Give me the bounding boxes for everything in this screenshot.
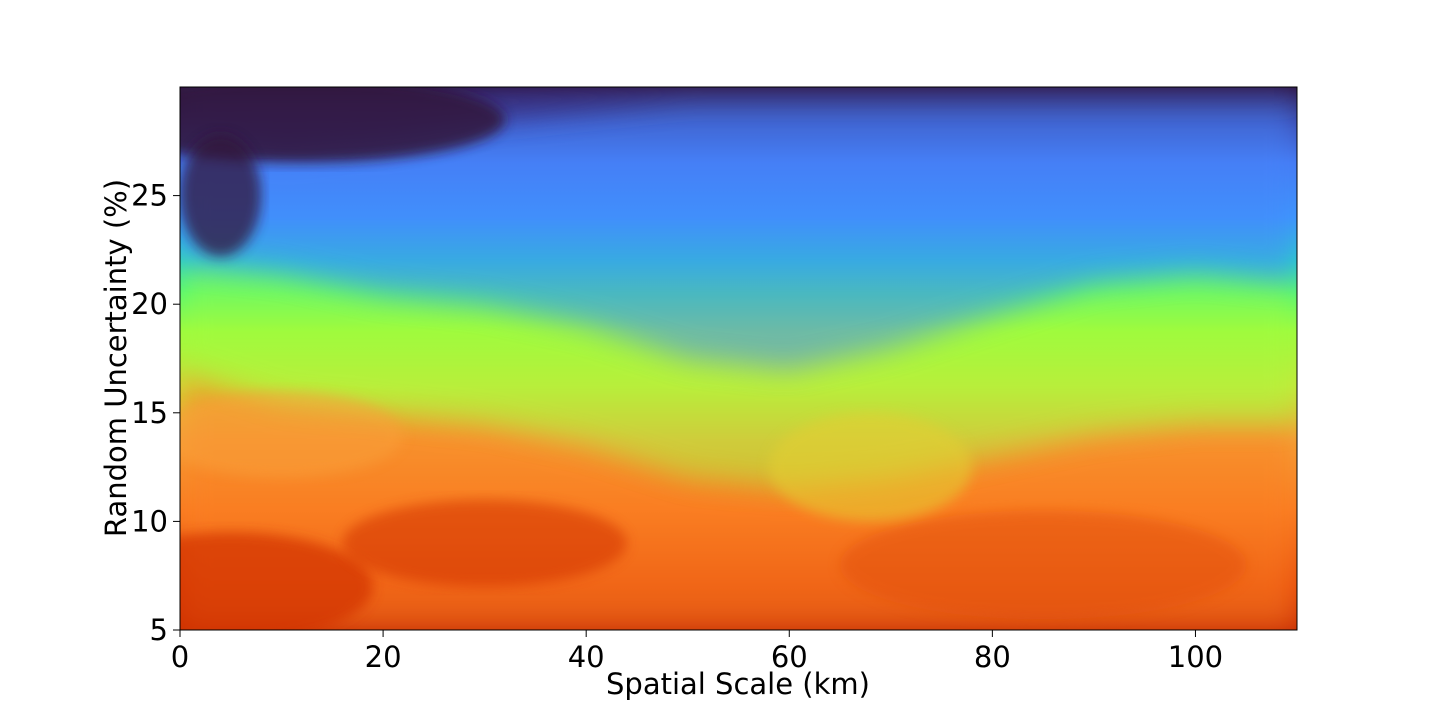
x-tick-label: 0 bbox=[171, 640, 189, 674]
x-tick-label: 20 bbox=[365, 640, 402, 674]
red-patch-left bbox=[180, 532, 373, 630]
red-patch-right bbox=[840, 510, 1247, 620]
y-axis: 5 10 15 20 25 bbox=[131, 179, 180, 647]
orange-patch-left bbox=[180, 391, 404, 478]
red-patch-mid bbox=[342, 499, 627, 587]
y-tick-label: 25 bbox=[131, 179, 168, 213]
yellow-patch-mid bbox=[768, 412, 973, 522]
x-tick-label: 100 bbox=[1168, 640, 1223, 674]
plot-area bbox=[180, 87, 1297, 630]
band-green-region bbox=[180, 260, 1297, 489]
x-tick-label: 60 bbox=[771, 640, 808, 674]
y-tick-label: 10 bbox=[131, 504, 168, 538]
y-tick-label: 15 bbox=[131, 396, 168, 430]
deep-patch-top-left bbox=[180, 87, 505, 164]
y-tick-label: 5 bbox=[150, 613, 168, 647]
band-blue-region bbox=[180, 97, 1297, 370]
x-axis-label: Spatial Scale (km) bbox=[606, 667, 870, 701]
x-tick-label: 80 bbox=[974, 640, 1011, 674]
plot-frame bbox=[179, 86, 1298, 631]
y-axis-label: Random Uncertainty (%) bbox=[99, 179, 133, 537]
x-axis: 0 20 40 60 80 100 bbox=[171, 630, 1223, 674]
deep-patch-top-left-inner bbox=[180, 134, 262, 257]
y-tick-label: 20 bbox=[131, 287, 168, 321]
heatmap-bands bbox=[180, 87, 1297, 630]
x-tick-label: 40 bbox=[568, 640, 605, 674]
